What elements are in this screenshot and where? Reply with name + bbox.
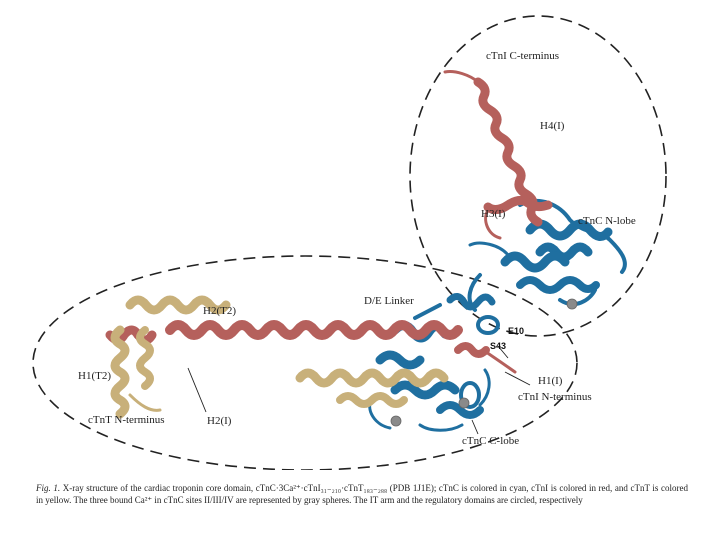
it-arm-circle — [32, 255, 578, 470]
troponin-structure-figure: cTnI C-terminus H4(I) H3(I) cTnC N-lobe … — [32, 15, 667, 470]
label-ctnc-c-lobe: cTnC C-lobe — [462, 435, 519, 447]
ctnt-chain — [110, 295, 449, 419]
label-ctni-n-terminus: cTnI N-terminus — [518, 391, 592, 403]
regulatory-domain-circle — [409, 15, 667, 337]
label-h2-t2: H2(T2) — [203, 305, 236, 317]
label-h1-i: H1(I) — [538, 375, 563, 387]
calcium-sphere — [566, 298, 578, 310]
label-de-linker: D/E Linker — [364, 295, 414, 307]
label-ctnc-n-lobe: cTnC N-lobe — [578, 215, 636, 227]
label-h1-t2: H1(T2) — [78, 370, 111, 382]
figure-caption: Fig. 1. X-ray structure of the cardiac t… — [36, 482, 688, 506]
label-h2-i: H2(I) — [207, 415, 232, 427]
label-h3-i: H3(I) — [481, 208, 506, 220]
calcium-sphere — [458, 397, 470, 409]
label-e10: E10 — [508, 326, 524, 336]
label-s43: S43 — [490, 341, 506, 351]
label-ctnt-n-terminus: cTnT N-terminus — [88, 414, 164, 426]
label-ctni-c-terminus: cTnI C-terminus — [486, 50, 559, 62]
figure-number: Fig. 1. — [36, 483, 61, 493]
calcium-sphere — [390, 415, 402, 427]
caption-text: X-ray structure of the cardiac troponin … — [36, 483, 689, 505]
label-h4-i: H4(I) — [540, 120, 565, 132]
ctni-chain — [105, 70, 553, 374]
